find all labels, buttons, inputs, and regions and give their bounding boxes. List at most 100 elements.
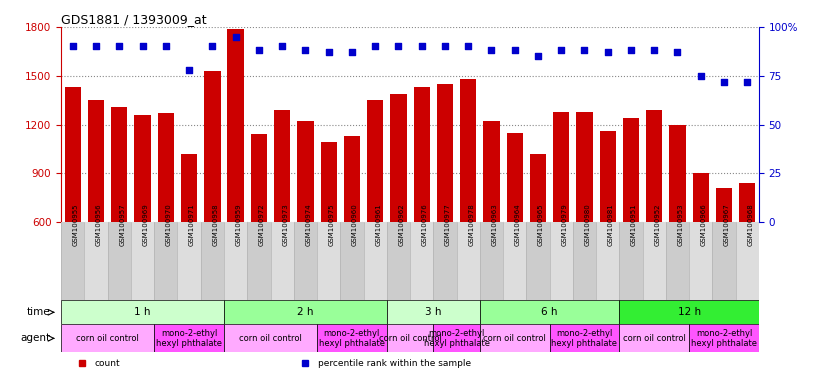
Text: GSM100962: GSM100962 <box>398 203 405 246</box>
Text: mono-2-ethyl
hexyl phthalate: mono-2-ethyl hexyl phthalate <box>552 329 618 348</box>
Point <box>415 43 428 50</box>
Bar <box>154 324 224 353</box>
Bar <box>623 118 639 222</box>
Bar <box>573 222 596 300</box>
Point <box>531 53 544 59</box>
Text: GSM100969: GSM100969 <box>143 203 149 246</box>
Bar <box>669 124 685 222</box>
Bar <box>480 300 619 324</box>
Point <box>113 43 126 50</box>
Text: GSM100975: GSM100975 <box>329 203 335 246</box>
Point <box>694 73 707 79</box>
Bar <box>689 324 759 353</box>
Point <box>369 43 382 50</box>
Text: GSM100953: GSM100953 <box>677 203 684 246</box>
Bar <box>414 87 430 222</box>
Bar <box>201 222 224 300</box>
Bar <box>387 300 480 324</box>
Bar <box>576 111 592 222</box>
Bar <box>274 110 290 222</box>
Text: GSM100951: GSM100951 <box>631 203 637 246</box>
Bar <box>549 324 619 353</box>
Text: 6 h: 6 h <box>541 307 558 317</box>
Text: corn oil control: corn oil control <box>76 334 140 343</box>
Text: GSM100968: GSM100968 <box>747 203 753 246</box>
Text: GSM100980: GSM100980 <box>584 203 591 246</box>
Bar <box>480 324 549 353</box>
Text: GSM100952: GSM100952 <box>654 203 660 246</box>
Point <box>345 49 358 55</box>
Bar <box>390 94 406 222</box>
Point <box>438 43 451 50</box>
Point <box>322 49 335 55</box>
Bar <box>294 222 317 300</box>
Bar <box>433 324 480 353</box>
Bar <box>460 79 477 222</box>
Text: GSM100960: GSM100960 <box>352 203 358 246</box>
Text: GDS1881 / 1393009_at: GDS1881 / 1393009_at <box>61 13 206 26</box>
Bar <box>251 134 267 222</box>
Bar <box>344 136 360 222</box>
Text: GSM100961: GSM100961 <box>375 203 381 246</box>
Bar <box>64 87 81 222</box>
Bar <box>596 222 619 300</box>
Text: GSM100967: GSM100967 <box>724 203 730 246</box>
Bar <box>108 222 131 300</box>
Bar <box>507 133 523 222</box>
Bar <box>297 121 313 222</box>
Bar <box>317 222 340 300</box>
Text: GSM100976: GSM100976 <box>422 203 428 246</box>
Bar <box>619 324 689 353</box>
Bar <box>483 121 499 222</box>
Point <box>671 49 684 55</box>
Text: GSM100970: GSM100970 <box>166 203 172 246</box>
Text: count: count <box>95 359 120 368</box>
Point <box>90 43 103 50</box>
Text: percentile rank within the sample: percentile rank within the sample <box>318 359 471 368</box>
Bar <box>61 222 84 300</box>
Bar <box>712 222 735 300</box>
Bar <box>367 100 384 222</box>
Bar <box>157 113 174 222</box>
Bar <box>88 100 104 222</box>
Point <box>183 67 196 73</box>
Text: mono-2-ethyl
hexyl phthalate: mono-2-ethyl hexyl phthalate <box>691 329 757 348</box>
Bar <box>456 222 480 300</box>
Bar <box>739 183 756 222</box>
Bar <box>553 111 570 222</box>
Bar <box>321 142 337 222</box>
Bar <box>135 115 151 222</box>
Point <box>252 47 265 53</box>
Text: GSM100956: GSM100956 <box>96 203 102 246</box>
Bar <box>735 222 759 300</box>
Text: GSM100966: GSM100966 <box>701 203 707 246</box>
Bar <box>433 222 456 300</box>
Bar <box>666 222 689 300</box>
Point <box>159 43 172 50</box>
Bar <box>224 324 317 353</box>
Text: GSM100977: GSM100977 <box>445 203 451 246</box>
Bar <box>689 222 712 300</box>
Point <box>741 78 754 84</box>
Text: GSM100964: GSM100964 <box>515 203 521 246</box>
Bar <box>154 222 177 300</box>
Bar <box>503 222 526 300</box>
Text: GSM100974: GSM100974 <box>305 203 312 246</box>
Bar <box>619 300 759 324</box>
Text: GSM100978: GSM100978 <box>468 203 474 246</box>
Bar <box>480 222 503 300</box>
Bar <box>693 174 709 222</box>
Text: 2 h: 2 h <box>297 307 313 317</box>
Text: GSM100965: GSM100965 <box>538 203 544 246</box>
Bar <box>387 324 433 353</box>
Point <box>276 43 289 50</box>
Text: GSM100959: GSM100959 <box>236 203 242 246</box>
Point <box>66 43 79 50</box>
Bar <box>131 222 154 300</box>
Point <box>299 47 312 53</box>
Bar <box>530 154 546 222</box>
Text: corn oil control: corn oil control <box>239 334 302 343</box>
Text: mono-2-ethyl
hexyl phthalate: mono-2-ethyl hexyl phthalate <box>156 329 222 348</box>
Text: GSM100979: GSM100979 <box>561 203 567 246</box>
Text: corn oil control: corn oil control <box>379 334 441 343</box>
